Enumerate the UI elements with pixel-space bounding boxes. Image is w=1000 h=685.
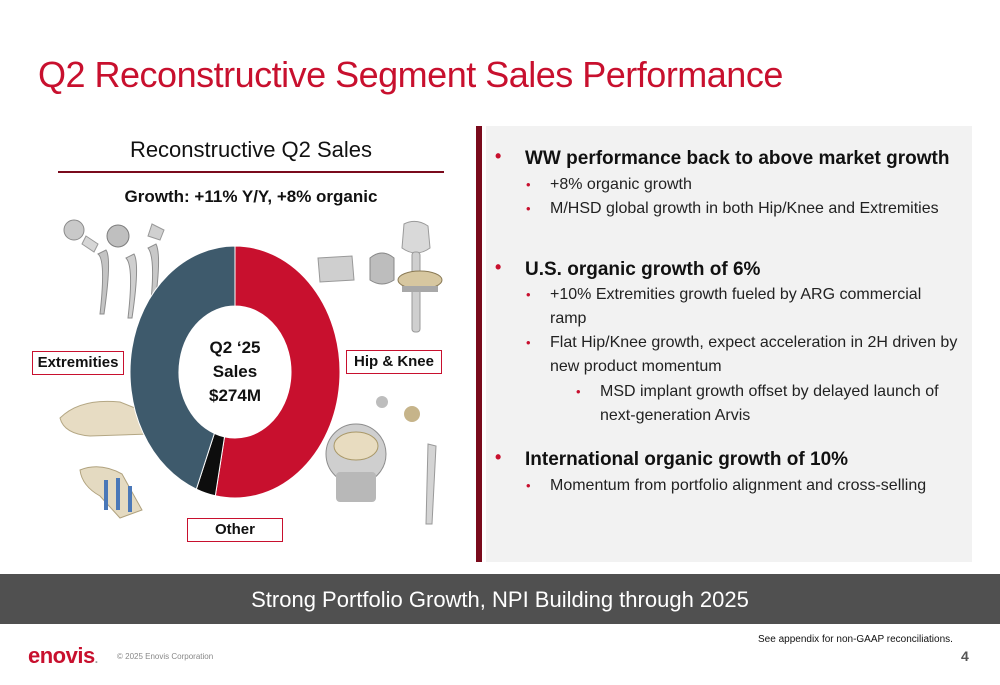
growth-summary: Growth: +11% Y/Y, +8% organic (124, 187, 378, 206)
center-label-line: Q2 ‘25 (209, 338, 261, 357)
banner-text: Strong Portfolio Growth, NPI Building th… (251, 587, 749, 612)
hip-implant-image (63, 219, 165, 319)
knee-implant-image (317, 220, 443, 333)
panel-divider (476, 126, 482, 562)
hip-knee-label: Hip & Knee (346, 350, 442, 374)
hip-knee-slice (214, 245, 341, 499)
center-label-total: $274M (209, 386, 261, 405)
shoulder-implant-image (325, 396, 437, 525)
donut-center-label: Q2 ‘25 Sales $274M (185, 336, 285, 408)
footnote: See appendix for non-GAAP reconciliation… (758, 634, 953, 645)
extremities-slice (129, 245, 236, 490)
copyright: © 2025 Enovis Corporation (117, 652, 214, 661)
page-number: 4 (961, 648, 969, 664)
logo-text: enovis (28, 643, 95, 668)
highlights-panel (486, 126, 972, 562)
center-label-line: Sales (212, 362, 258, 381)
summary-banner: Strong Portfolio Growth, NPI Building th… (0, 574, 1000, 624)
sales-donut-chart (129, 245, 341, 499)
enovis-logo: enovis. (28, 643, 98, 669)
chart-heading-rule (58, 171, 444, 173)
logo-mark: . (94, 652, 98, 666)
other-label: Other (187, 518, 283, 542)
page-title: Q2 Reconstructive Segment Sales Performa… (38, 54, 783, 95)
chart-heading: Reconstructive Q2 Sales (129, 137, 373, 162)
extremities-label: Extremities (32, 351, 124, 375)
